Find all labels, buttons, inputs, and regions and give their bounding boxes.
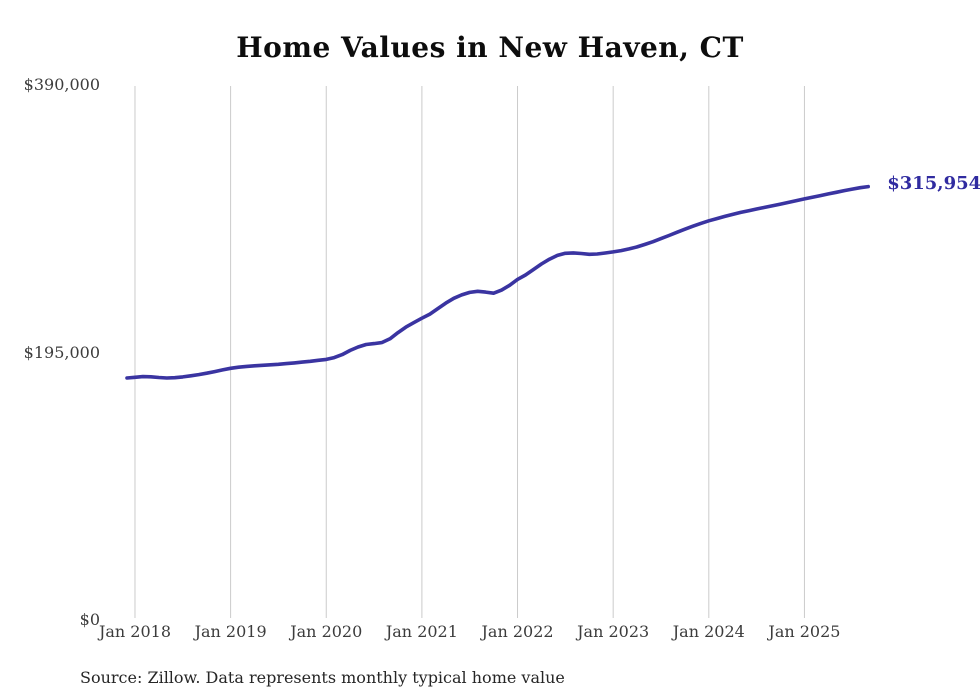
x-tick-label: Jan 2023 bbox=[577, 622, 650, 641]
y-tick-label: $195,000 bbox=[23, 342, 100, 362]
end-value-label: $315,954 bbox=[887, 172, 980, 194]
chart-title: Home Values in New Haven, CT bbox=[236, 31, 744, 64]
x-tick-label: Jan 2022 bbox=[481, 622, 554, 641]
x-tick-label: Jan 2020 bbox=[290, 622, 363, 641]
source-note: Source: Zillow. Data represents monthly … bbox=[80, 668, 565, 687]
x-tick-label: Jan 2021 bbox=[385, 622, 458, 641]
year-gridlines bbox=[134, 86, 805, 618]
x-tick-label: Jan 2019 bbox=[194, 622, 267, 641]
home-value-line bbox=[125, 184, 870, 380]
y-tick-label: $390,000 bbox=[23, 75, 100, 94]
x-tick-label: Jan 2024 bbox=[672, 622, 745, 641]
x-tick-label: Jan 2018 bbox=[98, 622, 171, 641]
y-tick-label: $0 bbox=[79, 610, 100, 629]
x-tick-label: Jan 2025 bbox=[768, 622, 841, 641]
